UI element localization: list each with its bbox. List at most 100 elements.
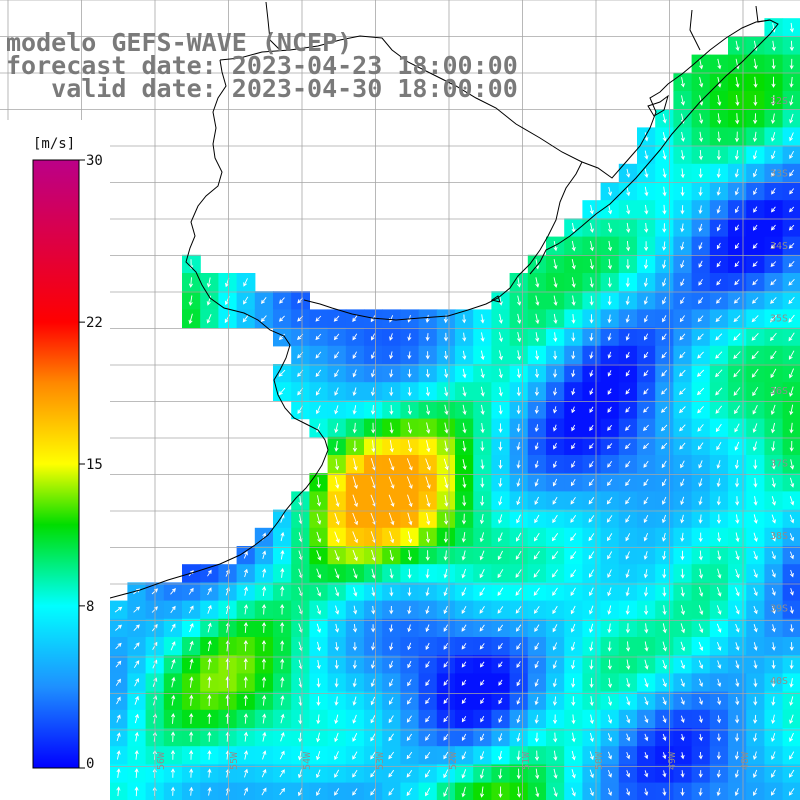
wind-arrow xyxy=(517,295,522,306)
wind-arrow xyxy=(589,424,594,432)
wind-arrow xyxy=(625,497,631,505)
wind-arrow xyxy=(261,603,267,615)
wind-arrow xyxy=(479,643,485,650)
wind-arrow xyxy=(607,186,613,197)
colorbar: [m/s] 30 22 15 8 0 xyxy=(0,120,110,800)
wind-arrow xyxy=(352,494,358,508)
wind-arrow xyxy=(188,295,193,307)
wind-arrow xyxy=(207,569,212,577)
wind-arrow xyxy=(316,550,322,561)
wind-arrow xyxy=(188,313,193,325)
wind-arrow xyxy=(752,243,758,249)
wind-arrow xyxy=(407,387,412,397)
wind-arrow xyxy=(462,495,467,507)
wind-arrow xyxy=(625,314,630,324)
wind-arrow xyxy=(589,623,594,633)
wind-arrow xyxy=(752,423,758,433)
wind-cell xyxy=(782,491,800,511)
wind-arrow xyxy=(371,587,376,597)
wind-arrow xyxy=(443,715,449,723)
wind-arrow xyxy=(443,679,449,686)
wind-arrow xyxy=(752,279,759,286)
wind-arrow xyxy=(626,677,631,688)
wind-arrow xyxy=(480,404,485,416)
wind-arrow xyxy=(789,514,795,524)
wind-arrow xyxy=(389,369,394,378)
wind-arrow xyxy=(715,387,723,396)
wind-arrow xyxy=(516,750,521,761)
wind-arrow xyxy=(516,786,522,798)
latitude-label: 32S xyxy=(770,96,788,107)
wind-arrow xyxy=(479,569,485,579)
wind-arrow xyxy=(480,386,485,397)
wind-arrow xyxy=(334,369,339,378)
wind-arrow xyxy=(552,660,557,669)
wind-arrow xyxy=(170,731,176,742)
wind-arrow xyxy=(770,332,777,342)
wind-arrow xyxy=(552,642,558,651)
wind-arrow xyxy=(189,786,194,796)
wind-arrow xyxy=(644,715,649,724)
wind-arrow xyxy=(771,751,776,760)
wind-arrow xyxy=(480,495,485,507)
wind-arrow xyxy=(607,314,612,324)
wind-arrow xyxy=(589,732,594,743)
longitude-label: 53W xyxy=(375,751,386,770)
wind-arrow xyxy=(734,279,740,286)
wind-arrow xyxy=(552,624,558,633)
wind-arrow xyxy=(662,715,667,724)
wind-cell xyxy=(782,782,800,800)
wind-arrow xyxy=(243,713,248,724)
wind-arrow xyxy=(697,333,704,341)
longitude-label: 55W xyxy=(229,751,240,770)
wind-arrow xyxy=(662,733,667,742)
wind-arrow xyxy=(516,460,521,469)
wind-arrow xyxy=(752,405,758,415)
wind-arrow xyxy=(680,77,685,88)
wind-arrow xyxy=(570,660,576,670)
wind-arrow xyxy=(607,424,613,431)
wind-arrow xyxy=(680,241,685,251)
wind-arrow xyxy=(789,188,795,195)
wind-arrow xyxy=(425,314,430,324)
wind-arrow xyxy=(589,204,594,215)
wind-arrow xyxy=(734,206,739,214)
wind-arrow xyxy=(479,661,485,668)
wind-arrow xyxy=(516,368,522,379)
wind-arrow xyxy=(370,333,376,341)
wind-arrow xyxy=(389,605,394,615)
wind-arrow xyxy=(716,260,721,268)
wind-arrow xyxy=(388,733,394,742)
wind-arrow xyxy=(752,441,757,452)
wind-arrow xyxy=(661,460,667,469)
wind-arrow xyxy=(644,186,649,197)
wind-arrow xyxy=(570,533,577,542)
wind-arrow xyxy=(315,369,322,378)
wind-arrow xyxy=(316,586,322,597)
wind-arrow xyxy=(461,624,467,632)
wind-arrow xyxy=(260,315,267,323)
wind-arrow xyxy=(771,169,776,178)
wind-arrow xyxy=(353,458,358,471)
wind-arrow xyxy=(388,458,395,471)
wind-arrow xyxy=(461,568,467,579)
wind-arrow xyxy=(316,787,321,797)
wind-arrow xyxy=(334,531,340,544)
wind-arrow xyxy=(533,569,540,578)
wind-arrow xyxy=(134,677,139,687)
wind-arrow xyxy=(589,769,594,779)
wind-arrow xyxy=(498,679,503,686)
wind-arrow xyxy=(278,387,286,396)
wind-arrow xyxy=(716,769,721,778)
wind-arrow xyxy=(716,715,722,724)
wind-arrow xyxy=(407,440,413,453)
wind-arrow xyxy=(680,678,685,688)
wind-arrow xyxy=(443,642,449,650)
wind-arrow xyxy=(443,568,448,579)
wind-arrow xyxy=(479,768,484,780)
wind-arrow xyxy=(425,715,431,723)
wind-arrow xyxy=(680,568,685,579)
wind-arrow xyxy=(753,569,758,579)
wind-arrow xyxy=(243,278,248,287)
wind-arrow xyxy=(643,496,649,505)
